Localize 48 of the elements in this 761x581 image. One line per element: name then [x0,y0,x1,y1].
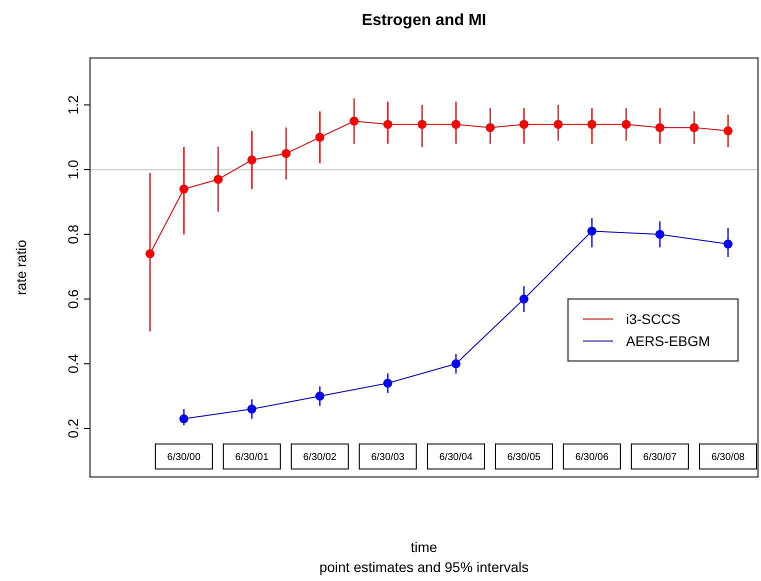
point [690,123,699,132]
point [179,184,188,194]
y-axis-title: rate ratio [13,240,29,296]
point [179,414,188,424]
point [655,123,664,132]
point [519,120,528,129]
point [486,123,495,132]
legend-label: AERS-EBGM [626,333,710,349]
text: point estimates and 95% intervals [319,559,529,575]
x-tick-label: 6/30/08 [711,452,746,463]
y-tick-label: 1.2 [65,94,81,115]
y-tick-label: 0.4 [65,354,81,374]
x-tick-label: 6/30/01 [235,452,269,463]
y-tick-label: 1.0 [65,160,81,180]
point [587,226,596,236]
point [350,116,359,126]
legend-label: i3-SCCS [626,311,680,327]
y-tick-label: 0.2 [65,418,81,438]
x-tick-label: 6/30/04 [439,452,474,463]
point [622,120,631,129]
point [315,392,324,401]
x-tick-label: 6/30/05 [507,452,542,463]
point [145,249,154,258]
chart-title: Estrogen and MI [362,12,486,29]
y-tick-label: 0.6 [65,289,81,309]
point [418,120,427,129]
x-tick-label: 6/30/00 [167,452,201,463]
point [247,155,256,164]
point [554,120,563,129]
point [724,240,733,249]
point [451,359,460,368]
point [315,132,324,142]
x-tick-label: 6/30/07 [643,452,677,463]
x-tick-label: 6/30/06 [575,452,609,463]
point [247,404,256,414]
x-tick-label: 6/30/03 [371,452,405,463]
point [383,378,392,388]
x-tick-label: 6/30/02 [303,452,337,463]
point [282,148,291,158]
y-tick-label: 0.8 [65,224,81,244]
x-axis-title: time [410,539,438,555]
point [519,294,528,304]
point [383,120,392,129]
point [655,230,664,239]
point [724,126,733,136]
point [451,120,460,129]
point [214,174,223,184]
point [587,120,596,129]
